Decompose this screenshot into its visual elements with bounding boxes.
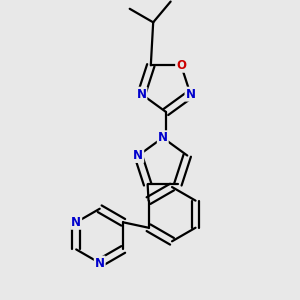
Text: N: N [95,256,105,269]
Text: N: N [136,88,146,100]
Text: N: N [71,216,81,229]
Text: N: N [158,131,168,144]
Text: N: N [185,88,196,100]
Text: O: O [176,59,186,72]
Text: N: N [133,149,143,162]
